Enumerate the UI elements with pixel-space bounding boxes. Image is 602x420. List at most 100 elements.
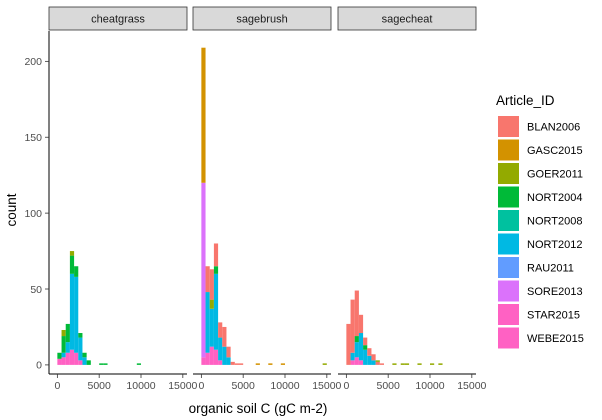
facet-panel: cheatgrass 0 5000 10000 15000	[48, 6, 198, 392]
histogram-bar-segment	[213, 266, 219, 274]
y-axis: 0 50 100 150 200	[24, 56, 49, 372]
legend-item: BLAN2006	[498, 116, 580, 137]
histogram-bar-segment	[61, 352, 66, 358]
histogram-bar-segment	[69, 255, 75, 274]
legend-swatch	[498, 257, 519, 278]
facet-strip	[192, 6, 332, 31]
histogram-bar-segment	[375, 360, 380, 362]
x-tick-label: 5000	[88, 380, 112, 392]
histogram-bar-segment	[354, 336, 359, 343]
facet-panel: sagecheat 0 5000 10000 15000	[337, 6, 487, 392]
y-tick-label: 200	[24, 56, 42, 68]
histogram-bar-segment	[358, 360, 364, 365]
histogram-bar-segment	[61, 357, 66, 365]
histogram-bar-segment	[57, 352, 62, 359]
histogram-bar-segment	[209, 308, 214, 347]
histogram-bar-segment	[82, 352, 87, 358]
histogram-bar-segment	[205, 352, 210, 365]
histogram-bar-segment	[367, 355, 372, 365]
x-tick-label: 15000	[457, 380, 486, 392]
histogram-bar-segment	[74, 352, 79, 365]
histogram-bar-segment	[371, 360, 376, 365]
facet-strip	[337, 6, 477, 31]
legend-label: RAU2011	[527, 263, 574, 275]
legend-item: NORT2004	[498, 186, 582, 208]
x-axis-title: organic soil C (gC m-2)	[189, 401, 328, 416]
histogram-bar-segment	[69, 349, 75, 365]
histogram-bar-segment	[86, 360, 91, 365]
histogram-bar-segment	[322, 363, 327, 365]
histogram-bar-segment	[367, 348, 372, 356]
legend-item: NORT2008	[498, 210, 582, 231]
legend-items: BLAN2006 GASC2015 GOER2011 NORT2004 NORT2008…	[498, 116, 584, 349]
legend-swatch	[498, 116, 519, 137]
histogram-bar-segment	[65, 342, 70, 353]
histogram-bar-segment	[222, 326, 227, 347]
histogram-bar-segment	[218, 360, 223, 365]
histogram-bar-segment	[430, 363, 435, 365]
x-tick-label: 5000	[377, 380, 401, 392]
legend-swatch	[498, 280, 519, 302]
histogram-bar-segment	[280, 363, 285, 365]
histogram-bar-segment	[363, 345, 368, 350]
histogram-bar-segment	[417, 363, 422, 365]
histogram-bar-segment	[255, 363, 260, 365]
histogram-bar-segment	[350, 360, 355, 365]
histogram-bar-segment	[234, 363, 239, 365]
histogram-bar-segment	[392, 363, 397, 365]
x-tick-label: 0	[54, 380, 60, 392]
histogram-bar-segment	[222, 346, 227, 365]
legend-swatch	[498, 139, 519, 161]
histogram-bar-segment	[218, 322, 223, 338]
histogram-bar-segment	[350, 299, 355, 353]
histogram-bar-segment	[379, 363, 384, 365]
legend-item: NORT2012	[498, 233, 582, 255]
legend-swatch	[498, 210, 519, 231]
histogram-bar-segment	[354, 357, 359, 365]
histogram-bar-segment	[78, 333, 83, 338]
x-tick-label: 5000	[232, 380, 256, 392]
histogram-bar-segment	[65, 323, 70, 343]
legend-swatch	[498, 327, 519, 349]
x-tick-label: 0	[198, 380, 204, 392]
histogram-bar-segment	[69, 251, 75, 256]
legend-swatch	[498, 233, 519, 255]
histogram-bar-segment	[226, 357, 231, 365]
histogram-bar-segment	[65, 352, 70, 365]
histogram-bar-segment	[82, 357, 87, 365]
histogram-bar-segment	[363, 337, 368, 346]
legend-swatch	[498, 304, 519, 325]
legend-item: STAR2015	[498, 304, 580, 325]
x-tick-label: 15000	[312, 380, 341, 392]
histogram-bar-segment	[74, 266, 79, 277]
histogram-bar-segment	[404, 363, 410, 365]
histogram-bar-segment	[213, 273, 219, 350]
histogram-bar-segment	[209, 299, 214, 309]
y-tick-label: 50	[30, 284, 42, 296]
histogram-bar-segment	[230, 361, 235, 365]
histogram-bar-segment	[201, 182, 206, 358]
legend-label: NORT2012	[527, 239, 582, 251]
facet-strip	[48, 6, 188, 31]
x-tick-label: 10000	[415, 380, 444, 392]
histogram-bar-segment	[74, 276, 79, 353]
histogram-bar-segment	[61, 336, 66, 353]
legend-label: WEBE2015	[527, 333, 584, 345]
histogram-bar-segment	[268, 363, 273, 365]
x-tick-label: 10000	[126, 380, 155, 392]
histogram-bar-segment	[371, 354, 376, 361]
legend-item: GOER2011	[498, 163, 583, 184]
histogram-bar-segment	[400, 363, 405, 365]
legend-label: BLAN2006	[527, 122, 580, 134]
legend-swatch	[498, 163, 519, 184]
legend-item: WEBE2015	[498, 327, 584, 349]
legend-item: RAU2011	[498, 257, 574, 278]
histogram-bar-segment	[375, 361, 380, 365]
y-tick-label: 100	[24, 208, 42, 220]
histogram-bar-segment	[350, 352, 355, 361]
histogram-bar-segment	[201, 357, 206, 365]
legend-label: GOER2011	[527, 169, 583, 181]
histogram-bar-segment	[78, 337, 83, 361]
